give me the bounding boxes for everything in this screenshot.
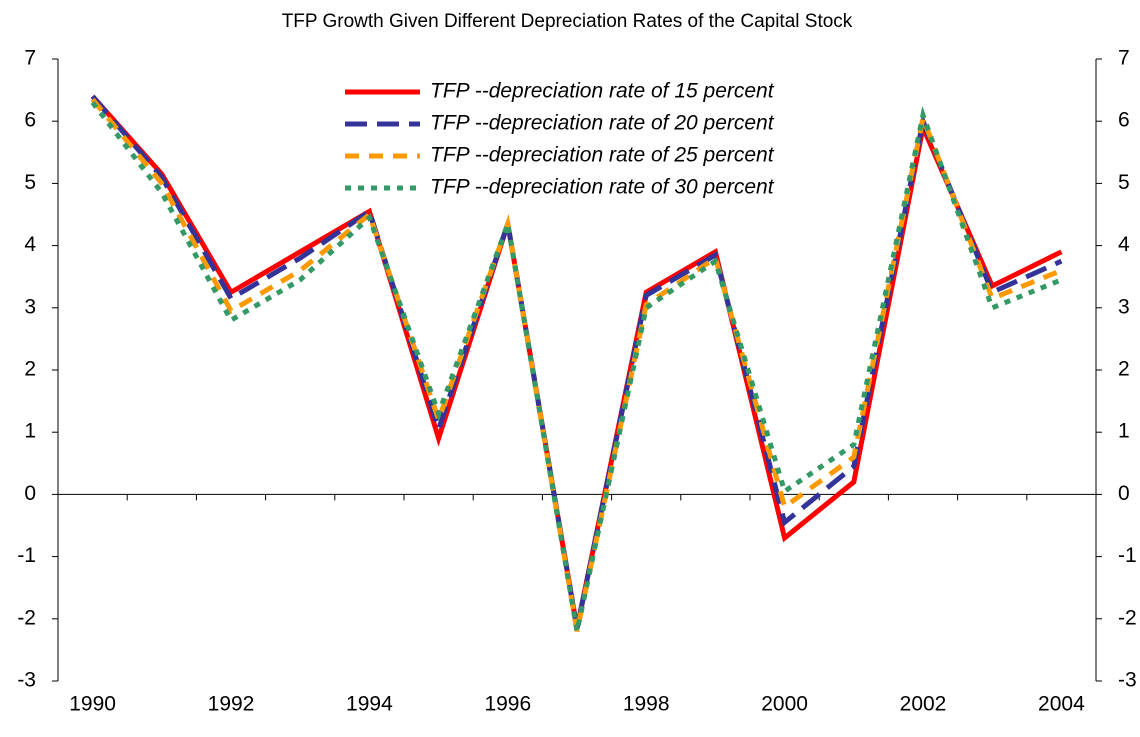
series-line bbox=[90, 97, 1063, 632]
x-tick-label: 1996 bbox=[484, 693, 531, 716]
y2-tick-label: 6 bbox=[1118, 109, 1130, 132]
x-tick-label: 1994 bbox=[346, 693, 393, 716]
y2-tick-label: 0 bbox=[1118, 482, 1130, 505]
y-tick-label: 5 bbox=[24, 171, 36, 194]
legend-label: TFP --depreciation rate of 20 percent bbox=[430, 112, 775, 135]
y-tick-label: -2 bbox=[17, 606, 36, 629]
y-tick-label: 6 bbox=[24, 109, 36, 132]
y2-tick-label: 5 bbox=[1118, 171, 1130, 194]
x-tick-label: 2004 bbox=[1038, 693, 1085, 716]
x-tick-label: 2002 bbox=[900, 693, 947, 716]
y-tick-label: 2 bbox=[24, 358, 36, 381]
x-tick-label: 1990 bbox=[69, 693, 116, 716]
y-tick-label: 7 bbox=[24, 47, 36, 70]
legend-label: TFP --depreciation rate of 25 percent bbox=[430, 144, 775, 167]
x-tick-label: 1998 bbox=[623, 693, 670, 716]
y2-tick-label: -3 bbox=[1118, 669, 1137, 692]
y-tick-label: -3 bbox=[17, 669, 36, 692]
x-tick-label: 1992 bbox=[208, 693, 255, 716]
y-tick-label: 0 bbox=[24, 482, 36, 505]
y-tick-label: -1 bbox=[17, 544, 36, 567]
y2-tick-label: -1 bbox=[1118, 544, 1137, 567]
legend-label: TFP --depreciation rate of 30 percent bbox=[430, 176, 775, 199]
x-tick-label: 2000 bbox=[761, 693, 808, 716]
y-tick-label: 3 bbox=[24, 295, 36, 318]
chart-title: TFP Growth Given Different Depreciation … bbox=[282, 11, 853, 32]
y2-tick-label: 3 bbox=[1118, 295, 1130, 318]
y2-tick-label: -2 bbox=[1118, 606, 1137, 629]
y2-tick-label: 1 bbox=[1118, 420, 1130, 443]
y-tick-label: 1 bbox=[24, 420, 36, 443]
y2-tick-label: 7 bbox=[1118, 47, 1130, 70]
legend-label: TFP --depreciation rate of 15 percent bbox=[430, 80, 775, 103]
y2-tick-label: 4 bbox=[1118, 233, 1130, 256]
y-tick-label: 4 bbox=[24, 233, 36, 256]
y2-tick-label: 2 bbox=[1118, 358, 1130, 381]
